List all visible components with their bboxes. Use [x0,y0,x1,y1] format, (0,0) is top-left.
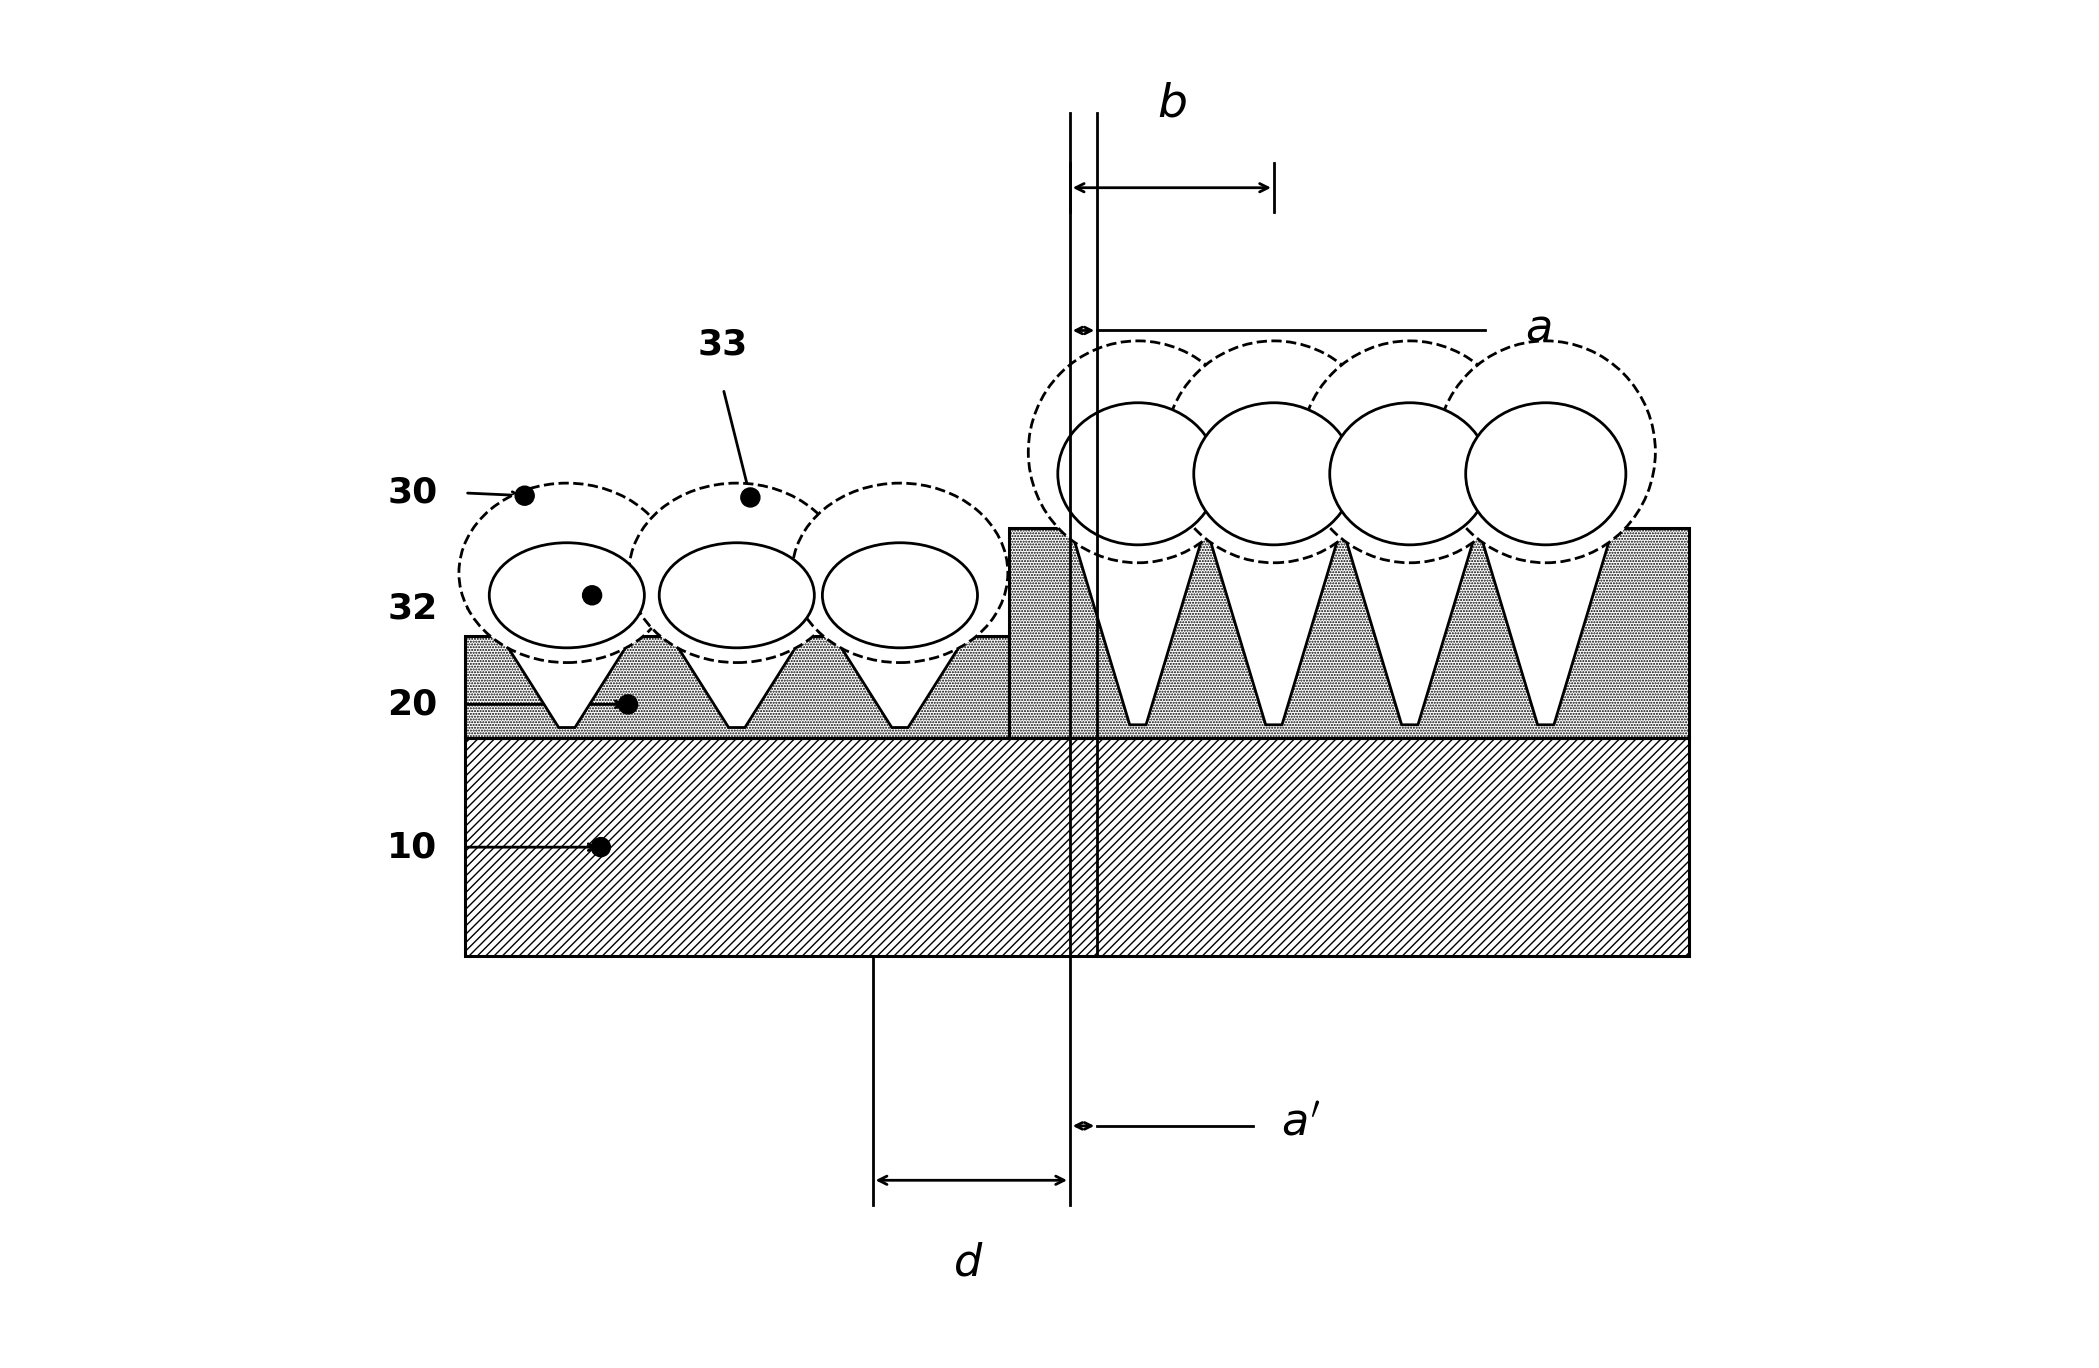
Text: $b$: $b$ [1157,81,1186,126]
Text: 20: 20 [388,687,439,721]
Ellipse shape [1029,341,1247,562]
Ellipse shape [1465,402,1627,544]
Polygon shape [1343,528,1478,725]
Circle shape [741,488,760,508]
Ellipse shape [1299,341,1520,562]
Polygon shape [833,636,966,728]
Polygon shape [502,636,632,728]
Ellipse shape [1194,402,1354,544]
Ellipse shape [630,483,844,662]
Text: $a'$: $a'$ [1280,1101,1320,1145]
Polygon shape [672,636,802,728]
Ellipse shape [489,543,644,648]
Polygon shape [1207,528,1341,725]
Ellipse shape [791,483,1008,662]
Polygon shape [1478,528,1614,725]
Ellipse shape [1165,341,1383,562]
Text: 33: 33 [699,327,749,361]
Circle shape [514,486,533,505]
Text: 10: 10 [388,830,439,865]
Text: 32: 32 [388,592,439,627]
Text: $a$: $a$ [1526,306,1551,349]
Circle shape [584,586,602,605]
Ellipse shape [1331,402,1490,544]
Ellipse shape [460,483,674,662]
Circle shape [619,695,638,714]
Ellipse shape [1058,402,1217,544]
Polygon shape [1070,528,1205,725]
Polygon shape [464,739,1688,956]
Text: 30: 30 [388,476,439,510]
Polygon shape [1010,528,1688,739]
Circle shape [592,837,611,856]
Text: $d$: $d$ [953,1242,982,1285]
Polygon shape [464,636,1010,739]
Ellipse shape [823,543,978,648]
Ellipse shape [1436,341,1656,562]
Ellipse shape [659,543,814,648]
